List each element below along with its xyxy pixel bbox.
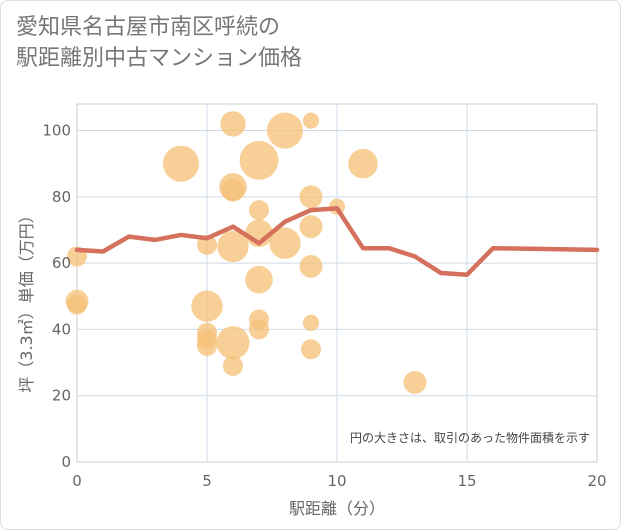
y-tick-label: 0: [61, 453, 71, 471]
bubble: [66, 294, 88, 315]
y-tick-labels: 0 20 40 60 80 100: [42, 122, 71, 471]
bubble: [299, 254, 323, 278]
bubble: [221, 178, 245, 202]
y-tick-label: 60: [52, 254, 71, 272]
bubble: [216, 326, 250, 360]
bubble-layer: [65, 111, 427, 394]
bubble: [403, 370, 427, 394]
x-axis-label: 駅距離（分）: [289, 499, 385, 518]
bubble: [222, 355, 244, 376]
bubble: [248, 319, 270, 340]
average-price-line: [74, 206, 600, 277]
grid-lines: [77, 104, 597, 462]
x-tick-label: 20: [587, 472, 606, 490]
x-tick-label: 5: [202, 472, 212, 490]
bubble: [302, 112, 320, 129]
bubble: [248, 200, 270, 221]
bubble: [302, 314, 320, 331]
y-tick-label: 80: [52, 188, 71, 206]
x-tick-labels: 0 5 10 15 20: [72, 472, 606, 490]
bubble: [196, 335, 218, 356]
size-note: 円の大きさは、取引のあった物件面積を示す: [350, 430, 590, 445]
bubble: [348, 148, 378, 179]
y-axis-label: 坪（3.3㎡）単価（万円）: [17, 207, 36, 392]
bubble: [239, 140, 279, 180]
bubble: [300, 339, 322, 360]
bubble: [217, 230, 249, 263]
bubble: [299, 185, 323, 209]
x-tick-label: 0: [72, 472, 82, 490]
line-layer: [74, 206, 600, 277]
bubble: [269, 227, 301, 259]
bubble: [299, 215, 323, 239]
x-tick-label: 15: [457, 472, 476, 490]
x-tick-label: 10: [327, 472, 346, 490]
y-tick-label: 40: [52, 320, 71, 338]
bubble: [266, 112, 304, 149]
bubble: [191, 290, 223, 322]
chart-title: 愛知県名古屋市南区呼続の 駅距離別中古マンション価格: [16, 15, 303, 71]
y-tick-label: 100: [42, 122, 71, 140]
bubble: [162, 145, 200, 182]
y-tick-label: 20: [52, 387, 71, 405]
bubble: [220, 111, 246, 137]
bubble: [245, 265, 273, 294]
